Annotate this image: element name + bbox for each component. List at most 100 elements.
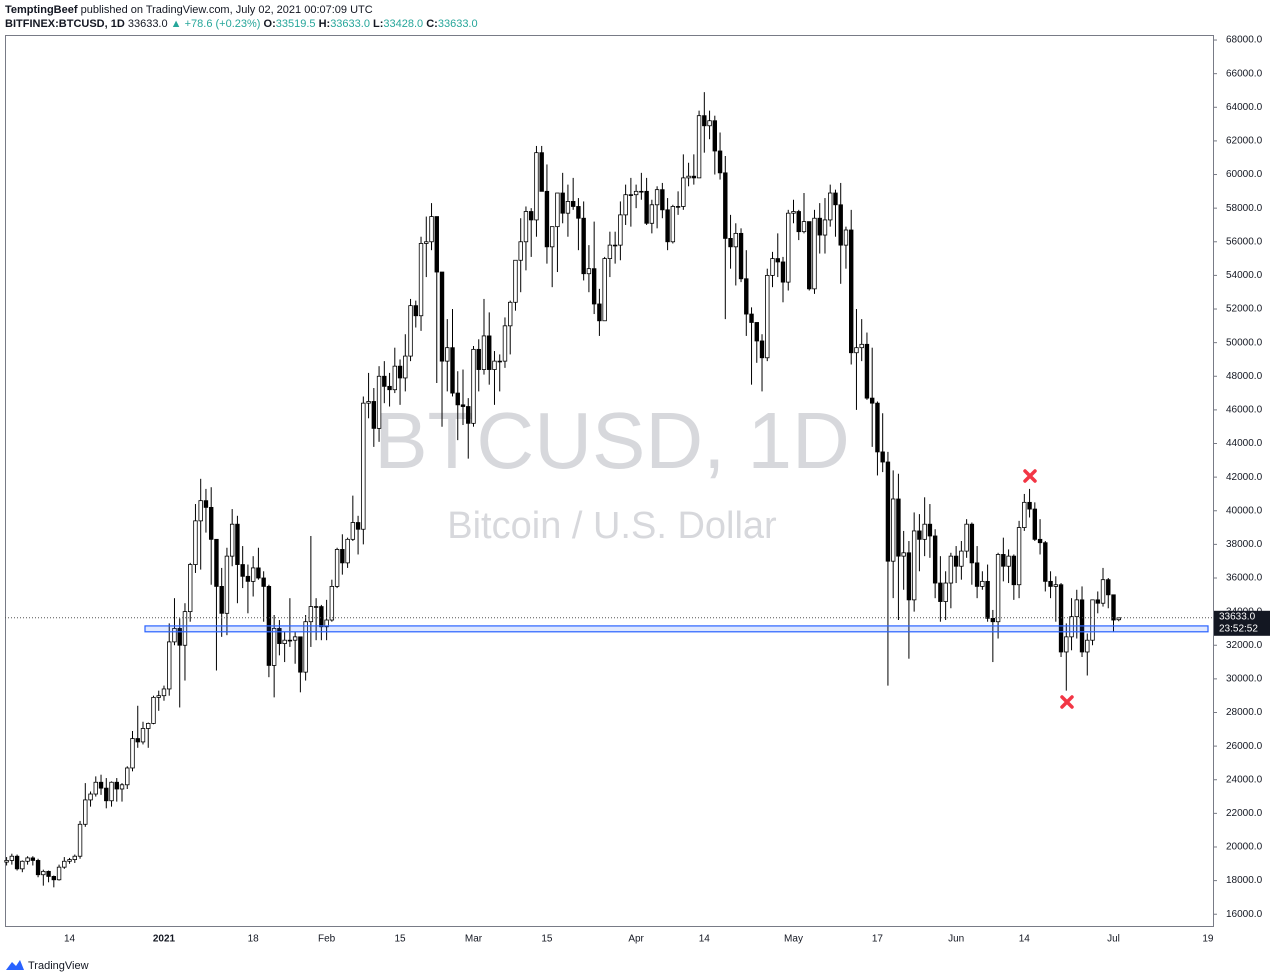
candle-body bbox=[424, 241, 429, 244]
candle-body bbox=[765, 274, 770, 359]
candle-body bbox=[906, 552, 912, 601]
candle-body bbox=[429, 216, 434, 243]
candle-body bbox=[849, 229, 854, 354]
candle-body bbox=[649, 204, 655, 224]
support-zone bbox=[144, 625, 1209, 633]
candle-body bbox=[471, 348, 476, 424]
x-tick-label: 15 bbox=[394, 934, 406, 945]
ohlc-value: 33633.0 bbox=[330, 18, 370, 30]
y-tick-label: 60000.0 bbox=[1226, 169, 1263, 180]
y-tick-label: 40000.0 bbox=[1226, 505, 1263, 516]
candle-body bbox=[576, 206, 581, 219]
candle-body bbox=[35, 860, 41, 876]
candle-body bbox=[245, 575, 251, 582]
x-tick-label: 15 bbox=[541, 934, 553, 945]
x-tick-label: Jul bbox=[1107, 934, 1120, 945]
candle-body bbox=[633, 190, 639, 196]
watermark-title: BTCUSD, 1D bbox=[374, 396, 850, 485]
footer: TradingView bbox=[6, 960, 89, 972]
y-tick-label: 16000.0 bbox=[1226, 909, 1263, 920]
candle-body bbox=[644, 190, 649, 224]
candle-body bbox=[843, 229, 849, 246]
candle-body bbox=[208, 506, 214, 540]
candle-body bbox=[780, 261, 786, 283]
candle-body bbox=[581, 217, 586, 275]
x-tick-label: 14 bbox=[64, 934, 76, 945]
candle-body bbox=[481, 335, 487, 370]
candle-body bbox=[434, 216, 439, 273]
candle-body bbox=[869, 397, 875, 404]
candle-body bbox=[313, 606, 319, 608]
candle-body bbox=[733, 232, 738, 248]
x-tick-label: Mar bbox=[465, 934, 483, 945]
x-tick-label: 18 bbox=[248, 934, 260, 945]
ohlc-value: 33633.0 bbox=[437, 18, 478, 30]
candle-body bbox=[9, 855, 15, 861]
candle-body bbox=[1016, 527, 1022, 586]
candle-body bbox=[303, 621, 308, 673]
candle-body bbox=[712, 120, 718, 152]
brand: TradingView bbox=[28, 960, 89, 972]
candle-body bbox=[833, 192, 838, 206]
candle-body bbox=[896, 498, 901, 557]
candle-body bbox=[859, 343, 864, 349]
candle-body bbox=[350, 522, 356, 540]
candle-body bbox=[439, 271, 445, 362]
candle-body bbox=[948, 555, 954, 584]
x-tick-label: 2021 bbox=[153, 934, 176, 945]
candle-body bbox=[282, 639, 287, 644]
candle-body bbox=[565, 201, 571, 214]
marker-cross bbox=[1023, 469, 1037, 483]
candle-body bbox=[140, 728, 146, 743]
y-tick-label: 56000.0 bbox=[1226, 236, 1263, 247]
candle-body bbox=[702, 115, 707, 127]
candle-body bbox=[801, 221, 807, 233]
candle-body bbox=[387, 385, 392, 391]
y-tick-label: 24000.0 bbox=[1226, 774, 1263, 785]
candle-body bbox=[707, 120, 712, 127]
candle-body bbox=[88, 793, 93, 801]
candle-body bbox=[969, 523, 975, 564]
candle-body bbox=[508, 301, 513, 327]
candle-body bbox=[292, 636, 298, 641]
x-tick-label: 19 bbox=[1202, 934, 1214, 945]
candle-body bbox=[618, 214, 623, 246]
candle-body bbox=[1037, 538, 1043, 544]
candle-body bbox=[182, 611, 188, 646]
candle-body bbox=[256, 567, 261, 579]
candle-body bbox=[1001, 554, 1006, 567]
candle-body bbox=[235, 523, 240, 565]
candle-body bbox=[964, 523, 969, 552]
candle-body bbox=[890, 498, 896, 562]
candle-body bbox=[1064, 636, 1069, 653]
ohlc-value: 33428.0 bbox=[383, 18, 424, 30]
candle-body bbox=[828, 192, 833, 221]
candle-body bbox=[985, 580, 990, 619]
ohlc-label: O: bbox=[263, 18, 276, 30]
y-tick-label: 18000.0 bbox=[1226, 875, 1263, 886]
candle-body bbox=[1106, 579, 1111, 596]
candle-body bbox=[518, 241, 523, 261]
plot-frame bbox=[5, 35, 1214, 927]
candle-body bbox=[172, 628, 177, 643]
candle-body bbox=[749, 313, 754, 323]
candle-body bbox=[691, 175, 697, 179]
price-tag-price: 33633.0 bbox=[1219, 611, 1256, 622]
candle-body bbox=[114, 781, 119, 790]
y-tick-label: 50000.0 bbox=[1226, 337, 1263, 348]
x-tick-label: Jun bbox=[948, 934, 964, 945]
candle-body bbox=[838, 204, 843, 246]
candle-body bbox=[549, 226, 555, 248]
logo bbox=[6, 960, 24, 970]
y-tick-label: 64000.0 bbox=[1226, 102, 1263, 113]
candle-body bbox=[675, 206, 681, 208]
x-tick-label: May bbox=[784, 934, 803, 945]
candle-body bbox=[51, 876, 57, 881]
candle-body bbox=[62, 860, 67, 868]
candle-body bbox=[686, 175, 691, 179]
candle-body bbox=[125, 767, 130, 786]
candle-body bbox=[319, 606, 324, 628]
candle-body bbox=[72, 855, 77, 860]
candle-body bbox=[104, 787, 109, 802]
